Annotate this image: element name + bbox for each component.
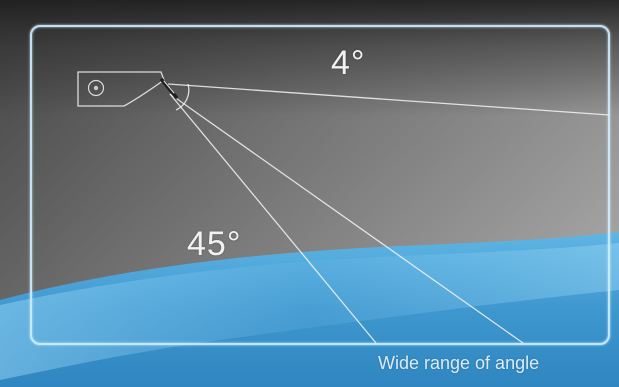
caption: Wide range of angle <box>378 353 540 373</box>
beam-lower-right <box>169 93 524 344</box>
sensor-mount-icon <box>77 71 178 107</box>
angle-label-top: 4° <box>331 44 366 82</box>
beam-upper <box>167 83 610 116</box>
beam-lower-left <box>169 93 377 344</box>
angle-arc <box>175 83 190 111</box>
frame <box>30 25 610 345</box>
water-highlight <box>0 243 619 380</box>
angle-label-bottom: 45° <box>187 225 242 263</box>
beams <box>167 83 610 344</box>
